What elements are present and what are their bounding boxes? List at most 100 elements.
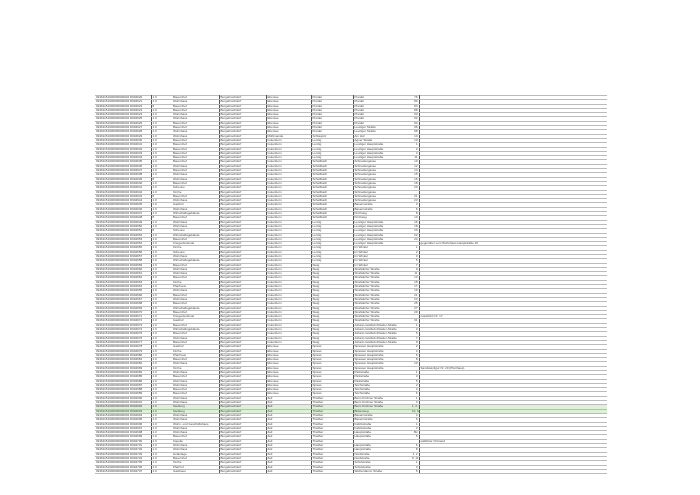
cell-street[interactable]: Leuziger Hauptstraße (353, 228, 411, 234)
cell-housenumber[interactable]: 1 (411, 395, 420, 402)
cell-housenumber[interactable]: 1 (411, 421, 420, 427)
cell-id[interactable]: 09461151000000000002 D994698 (95, 430, 152, 436)
cell-street[interactable]: Beim Kirchner Straße (353, 404, 411, 410)
cell-id[interactable]: 09461151000000000002 D994676 (95, 335, 152, 341)
cell-housenumber[interactable]: 6 (411, 206, 420, 213)
cell-housenumber[interactable]: 92 (411, 116, 420, 122)
cell-id[interactable]: 09461151000000000002 D994656 (95, 249, 152, 256)
cell-object[interactable]: Wohn- und Geschäftshaus (172, 421, 220, 427)
cell-id[interactable]: 09461151000000000002 D994697 (95, 425, 152, 432)
cell-id[interactable]: 09461151000000000002 D994664 (95, 284, 152, 290)
cell-street[interactable]: Leuziger Hauptstraße (353, 219, 411, 225)
cell-housenumber[interactable]: 3 (411, 202, 420, 208)
cell-housenumber[interactable]: 4 (411, 348, 420, 354)
cell-housenumber[interactable]: 9, 11 (411, 455, 420, 462)
cell-housenumber[interactable]: 11 (411, 271, 420, 277)
cell-housenumber[interactable]: 13 (411, 275, 420, 281)
cell-object[interactable]: Wirtschaftsgebäude (172, 326, 220, 333)
cell-id[interactable]: 09461151000000000002 D994678 (95, 344, 152, 350)
cell-id[interactable]: 09461151000000000002 D994681 (95, 357, 152, 363)
cell-id[interactable]: 09461151000000000002 D994622 (95, 103, 152, 109)
cell-object[interactable]: Wirtschaftsgebäude (172, 305, 220, 311)
cell-housenumber[interactable]: 80 (411, 99, 420, 105)
cell-id[interactable]: 09461151000000000002 D994690 (95, 395, 152, 402)
cell-housenumber[interactable]: Bs (411, 430, 420, 436)
cell-housenumber[interactable]: 22 (411, 232, 420, 238)
cell-id[interactable]: 09461151000000000002 D994644 (95, 198, 152, 204)
cell-id[interactable]: 09461151000000000002 D994667 (95, 296, 152, 303)
cell-street[interactable]: Weiherdamm Straße (353, 468, 411, 475)
cell-id[interactable]: 09461151000000000002 D994646 (95, 206, 152, 213)
cell-housenumber[interactable]: 8 (411, 447, 420, 453)
cell-housenumber[interactable]: 6 (411, 391, 420, 397)
cell-id[interactable]: 09461151000000000002 D994632 (95, 146, 152, 152)
cell-id[interactable]: 09461151000000000002 D994695 (95, 417, 152, 423)
cell-id[interactable]: 09461151000000000002 D994650 (95, 223, 152, 230)
cell-id[interactable]: 09461151000000000002 D994634 (95, 155, 152, 161)
cell-housenumber[interactable]: 3 (411, 400, 420, 406)
cell-id[interactable]: 09461151000000000002 D994623 (95, 107, 152, 114)
cell-id[interactable]: 09461151000000000002 D994696 (95, 421, 152, 427)
cell-id[interactable]: 09461151000000000002 D994706 (95, 464, 152, 470)
cell-street[interactable]: Leuziger Hauptstraße (353, 223, 411, 230)
cell-object[interactable]: Wirtschaftsgebäude (172, 232, 220, 238)
cell-id[interactable]: 09461151000000000002 D994635 (95, 159, 152, 165)
cell-housenumber[interactable]: 3 (411, 326, 420, 333)
cell-locality[interactable]: Theilber (311, 468, 354, 475)
cell-object[interactable]: Wirtschaftsgebäude (172, 210, 220, 217)
cell-street[interactable]: Leuziger Hauptstraße (353, 241, 411, 247)
cell-housenumber[interactable]: 15 (411, 279, 420, 286)
cell-housenumber[interactable]: 5 (411, 331, 420, 337)
cell-housenumber[interactable]: 14 (411, 168, 420, 174)
cell-id[interactable]: 09461151000000000002 D994629 (95, 133, 152, 140)
cell-note[interactable] (419, 468, 607, 475)
cell-housenumber[interactable]: 5 (411, 258, 420, 264)
cell-id[interactable]: 09461151000000000002 D994642 (95, 189, 152, 195)
cell-id[interactable]: 09461151000000000002 D994680 (95, 352, 152, 359)
cell-id[interactable]: 09461151000000000002 D994688 (95, 387, 152, 393)
cell-id[interactable]: 09461151000000000002 D994705 (95, 460, 152, 466)
cell-id[interactable]: 09461151000000000002 D994670 (95, 309, 152, 316)
cell-id[interactable]: 09461151000000000002 D994702 (95, 447, 152, 453)
cell-housenumber[interactable]: 27 (411, 305, 420, 311)
cell-id[interactable]: 09461151000000000002 D994687 (95, 382, 152, 389)
cell-municipality[interactable]: Burgebrachdorf (219, 468, 267, 475)
cell-street[interactable]: Spiesser Hauptstraße (353, 361, 411, 367)
cell-id[interactable]: 09461151000000000002 D994666 (95, 292, 152, 298)
cell-id[interactable]: 09461151000000000002 D994700 (95, 438, 152, 445)
cell-id[interactable]: 09461151000000000002 D994640 (95, 180, 152, 187)
cell-housenumber[interactable]: 24 (411, 236, 420, 243)
cell-id[interactable]: 09461151000000000002 D994691 (95, 400, 152, 406)
cell-housenumber[interactable]: 20 (411, 185, 420, 191)
cell-id[interactable]: 09461151000000000002 D994648 (95, 215, 152, 221)
cell-housenumber[interactable]: 88 (411, 107, 420, 114)
cell-housenumber[interactable]: 5 (411, 468, 420, 475)
cell-id[interactable]: 09461151000000000002 D994683 (95, 365, 152, 372)
cell-housenumber[interactable]: 3 (411, 425, 420, 432)
cell-id[interactable]: 09461151000000000002 D994657 (95, 253, 152, 260)
cell-id[interactable]: 09461151000000000002 D994626 (95, 120, 152, 127)
cell-housenumber[interactable]: 10 (411, 137, 420, 144)
cell-street[interactable]: Leuziger Hauptstraße (353, 142, 411, 148)
cell-housenumber[interactable]: 10 (411, 215, 420, 221)
cell-id[interactable]: 09461151000000000002 D994663 (95, 279, 152, 286)
cell-id[interactable]: 09461151000000000002 D994659 (95, 262, 152, 268)
cell-street[interactable]: Spiesser Hauptstraße (353, 348, 411, 354)
cell-id[interactable]: 09461151000000000002 D994693 (95, 408, 152, 415)
cell-street[interactable]: Leuziger Hauptstraße (353, 232, 411, 238)
cell-housenumber[interactable]: 83 (411, 103, 420, 109)
cell-id[interactable]: 09461151000000000002 D994665 (95, 288, 152, 294)
cell-id[interactable]: 09461151000000000002 D994672 (95, 318, 152, 324)
cell-housenumber[interactable]: 20 (411, 228, 420, 234)
cell-id[interactable]: 09461151000000000002 D994707 (95, 468, 152, 475)
cell-id[interactable]: 09461151000000000002 D994684 (95, 369, 152, 376)
cell-housenumber[interactable]: 96 (411, 125, 420, 131)
cell-id[interactable]: 09461151000000000002 D994630 (95, 137, 152, 144)
cell-id[interactable]: 09461151000000000002 D994703 (95, 451, 152, 457)
cell-id[interactable]: 09461151000000000002 D994662 (95, 275, 152, 281)
cell-id[interactable]: 09461151000000000002 D994654 (95, 241, 152, 247)
cell-housenumber[interactable]: 8 (411, 210, 420, 217)
cell-housenumber[interactable]: 18 (411, 223, 420, 230)
cell-housenumber[interactable]: 10 (411, 159, 420, 165)
cell-id[interactable]: 09461151000000000002 D994638 (95, 172, 152, 178)
